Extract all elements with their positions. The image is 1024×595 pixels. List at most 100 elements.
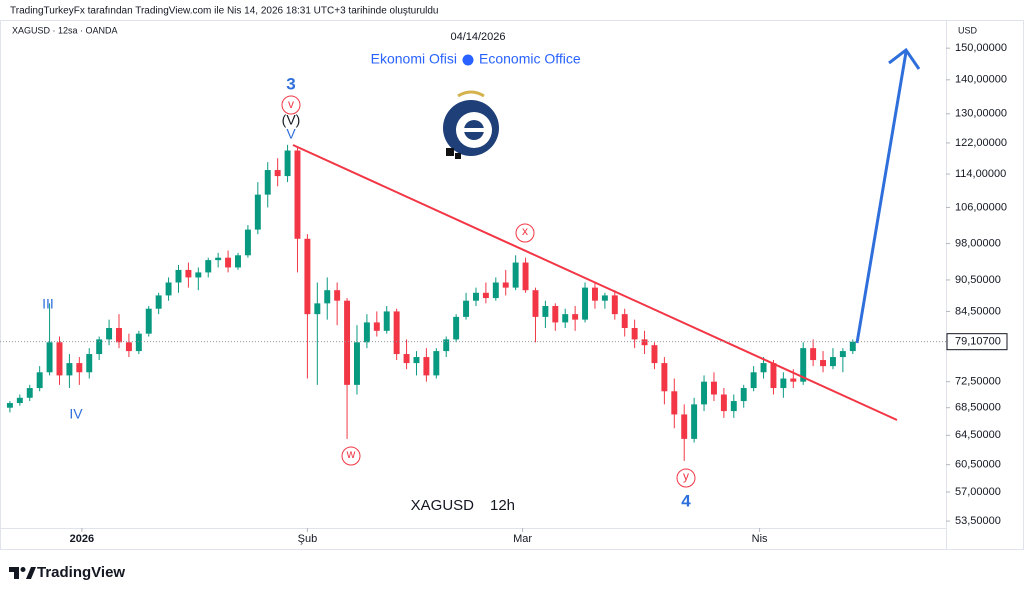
projection-arrow (855, 47, 921, 344)
x-tick-label: Nis (752, 533, 768, 545)
candle-body (26, 388, 33, 398)
candle-body (760, 363, 767, 373)
candle-body (720, 394, 727, 412)
candle-body (740, 388, 747, 402)
candle-body (403, 354, 410, 364)
wave-label: IV (69, 406, 83, 422)
candle-body (502, 282, 509, 288)
wave-label: v (288, 97, 294, 111)
x-tick-label: 2026 (70, 533, 94, 545)
candle-body (631, 328, 638, 340)
candle-body (492, 282, 499, 299)
candle-body (116, 328, 122, 343)
chart-title: 04/14/2026 (450, 31, 505, 43)
candle-body (145, 308, 152, 334)
attribution: TradingTurkeyFx tarafından TradingView.c… (10, 6, 438, 17)
candle-body (324, 290, 331, 304)
candle-body (86, 354, 93, 373)
candle-body (839, 351, 846, 358)
candle-body (443, 339, 450, 352)
candle-body (532, 290, 539, 317)
candle-body (710, 381, 717, 395)
y-tick-label: 57,00000 (955, 486, 1001, 498)
candle-body (820, 360, 827, 367)
candle-body (175, 269, 182, 283)
candle-body (641, 339, 648, 346)
candle-body (572, 314, 579, 320)
candle-body (522, 262, 529, 291)
price-unit: USD (958, 25, 978, 35)
wave-label: x (522, 224, 528, 238)
candle-body (314, 303, 321, 315)
brand-dot (462, 54, 474, 66)
candle-body (135, 333, 142, 352)
candle-body (582, 287, 589, 320)
wave-circle (341, 446, 361, 466)
wave-circle (281, 95, 301, 115)
y-tick-label: 150,00000 (955, 42, 1007, 54)
candle-body (671, 391, 678, 415)
candle-body (691, 404, 698, 439)
watermark-interval: 12h (490, 497, 515, 514)
y-tick-label: 53,50000 (955, 515, 1001, 527)
wave-label: y (683, 469, 689, 483)
candle-body (373, 322, 380, 331)
candle-body (829, 357, 836, 367)
candle-body (790, 378, 797, 382)
candle-body (344, 300, 351, 385)
candle-body (473, 292, 479, 301)
candle-body (770, 363, 777, 389)
candle-body (205, 260, 212, 273)
logo (443, 90, 499, 159)
candle-body (284, 150, 291, 177)
candle-body (562, 314, 569, 323)
candle-body (393, 311, 400, 355)
wave-circle (676, 468, 696, 488)
wave-label: (V) (282, 112, 301, 128)
wave-label: 4 (681, 491, 691, 510)
candle-body (512, 262, 519, 288)
y-tick-label: 84,50000 (955, 305, 1001, 317)
candle-body (185, 269, 192, 278)
candle-body (810, 348, 817, 361)
candle-body (413, 357, 420, 364)
candle-body (363, 322, 370, 343)
y-tick-label: 106,00000 (955, 201, 1007, 213)
watermark-symbol: XAGUSD (411, 497, 475, 514)
candle-body (591, 287, 598, 301)
candle-body (46, 342, 53, 373)
wave-circle (515, 223, 535, 243)
candle-body (334, 290, 341, 301)
candle-body (453, 316, 460, 340)
candle-body (661, 363, 668, 392)
candle-body (56, 342, 63, 376)
candle-body (304, 238, 311, 315)
candle-body (225, 257, 232, 268)
candle-body (750, 372, 757, 389)
y-tick-label: 64,50000 (955, 429, 1001, 441)
candle-body (552, 306, 559, 323)
candle-body (6, 403, 13, 408)
candle-body (701, 381, 708, 405)
candle-body (780, 378, 787, 389)
candle-body (274, 170, 281, 177)
candle-body (423, 357, 430, 376)
candle-body (383, 311, 390, 331)
candle-body (76, 363, 83, 373)
candle-body (601, 295, 608, 301)
candle-body (294, 150, 301, 239)
candle-body (800, 348, 807, 382)
y-tick-label: 114,00000 (955, 168, 1006, 180)
y-tick-label: 68,50000 (955, 402, 1001, 414)
last-price-label: 79,10700 (955, 336, 1001, 348)
candle-body (621, 314, 628, 329)
x-tick-label: Mar (513, 533, 532, 545)
tv-logo (9, 567, 36, 579)
candle-body (155, 295, 162, 309)
candle-body (264, 170, 271, 195)
wave-label: III (42, 296, 54, 312)
symbol-info: XAGUSD · 12sa · OANDA (12, 25, 118, 35)
brand-right: Economic Office (479, 51, 581, 67)
y-tick-label: 90,50000 (955, 274, 1001, 286)
